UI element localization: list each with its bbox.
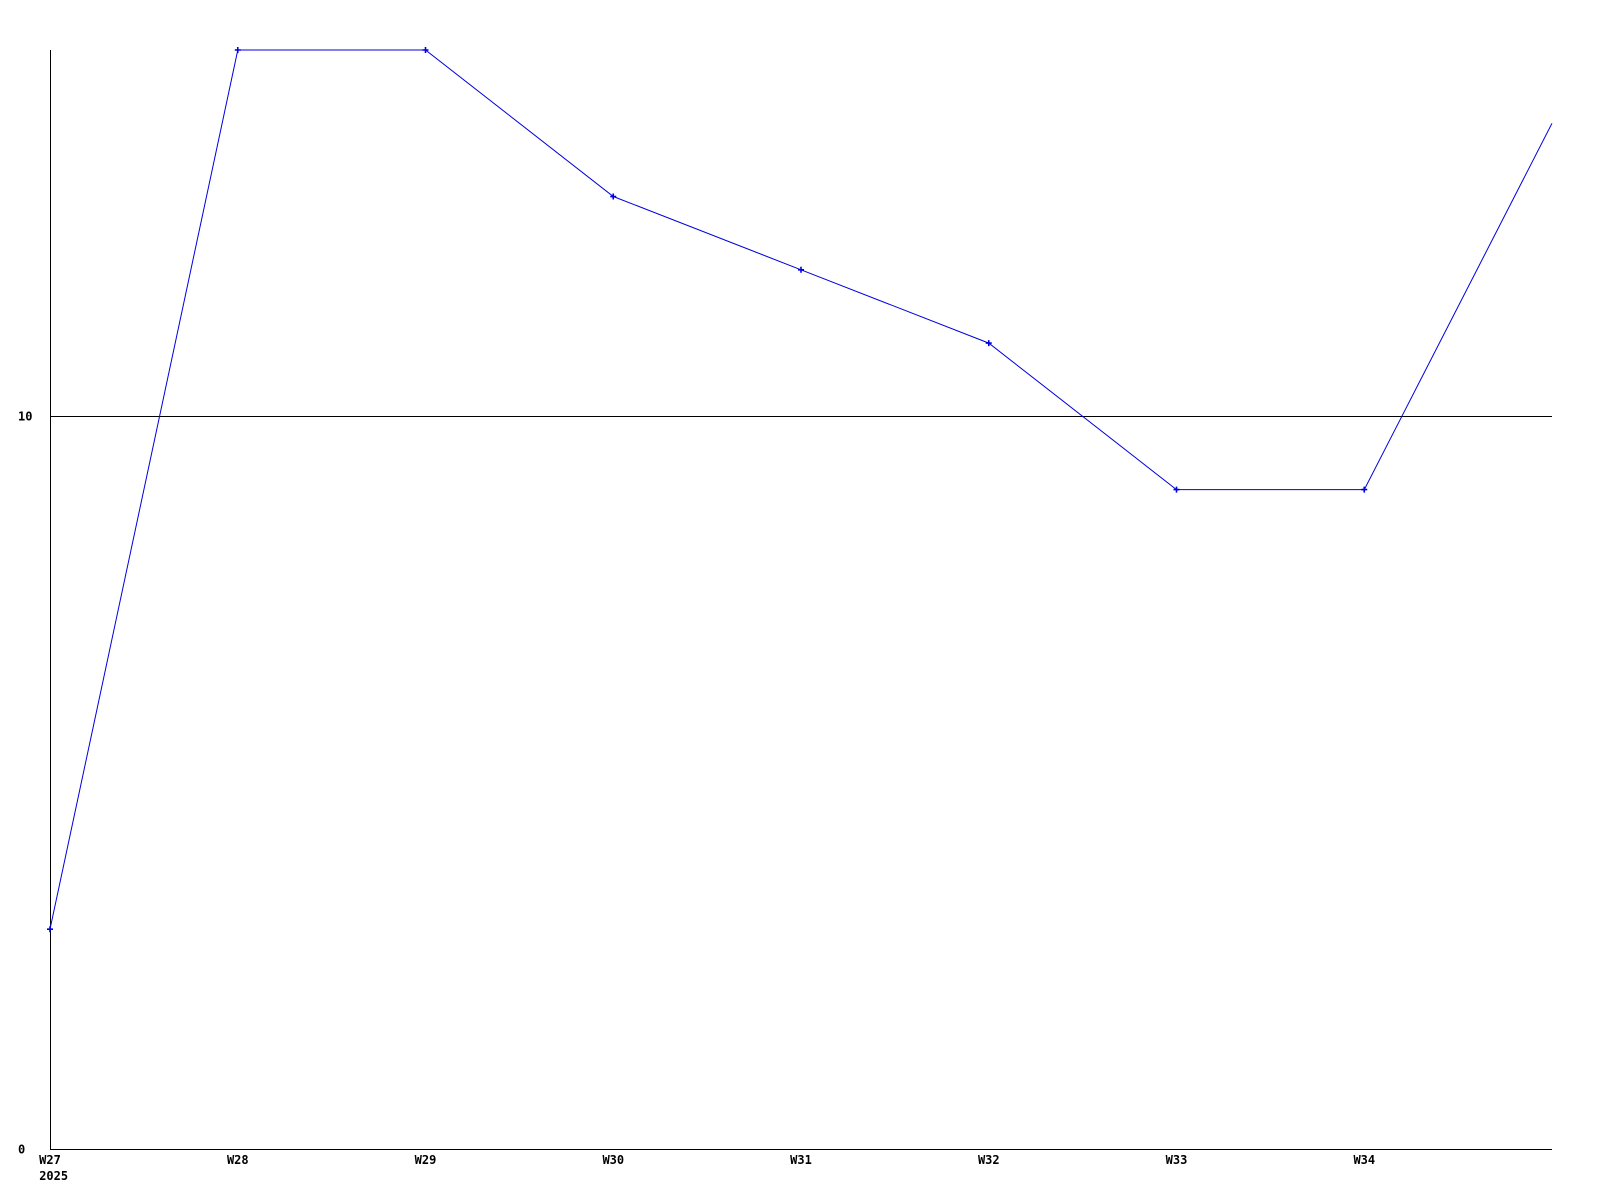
x-tick-label-W34: W34 xyxy=(1353,1153,1375,1167)
data-point-marker-W27 xyxy=(47,926,53,933)
data-point-marker-W33 xyxy=(1173,486,1180,493)
y-tick-label-10: 10 xyxy=(18,410,32,424)
tick-labels-group: 10 0 W27 W28 W29 W30 W31 W32 W33 W34 2025 xyxy=(18,410,1375,1184)
x-tick-label-W31: W31 xyxy=(790,1153,812,1167)
x-tick-label-W32: W32 xyxy=(978,1153,1000,1167)
data-point-marker-W28 xyxy=(234,47,241,53)
data-point-marker-W32 xyxy=(985,340,992,347)
x-tick-label-W33: W33 xyxy=(1166,1153,1188,1167)
y-tick-label-0: 0 xyxy=(18,1143,25,1157)
axes-group xyxy=(50,50,1552,1150)
x-tick-label-W30: W30 xyxy=(602,1153,624,1167)
x-tick-label-W27: W27 xyxy=(39,1153,61,1167)
x-tick-label-W28: W28 xyxy=(227,1153,249,1167)
data-point-marker-W30 xyxy=(610,193,617,200)
series-line xyxy=(49,49,1553,930)
data-markers-group xyxy=(47,47,1368,933)
data-point-marker-W29 xyxy=(422,47,429,53)
x-tick-label-W29: W29 xyxy=(415,1153,437,1167)
series-group xyxy=(49,49,1553,930)
data-point-marker-W31 xyxy=(798,266,804,273)
x-axis-year-label: 2025 xyxy=(39,1169,68,1183)
data-point-marker-W34 xyxy=(1361,486,1368,493)
